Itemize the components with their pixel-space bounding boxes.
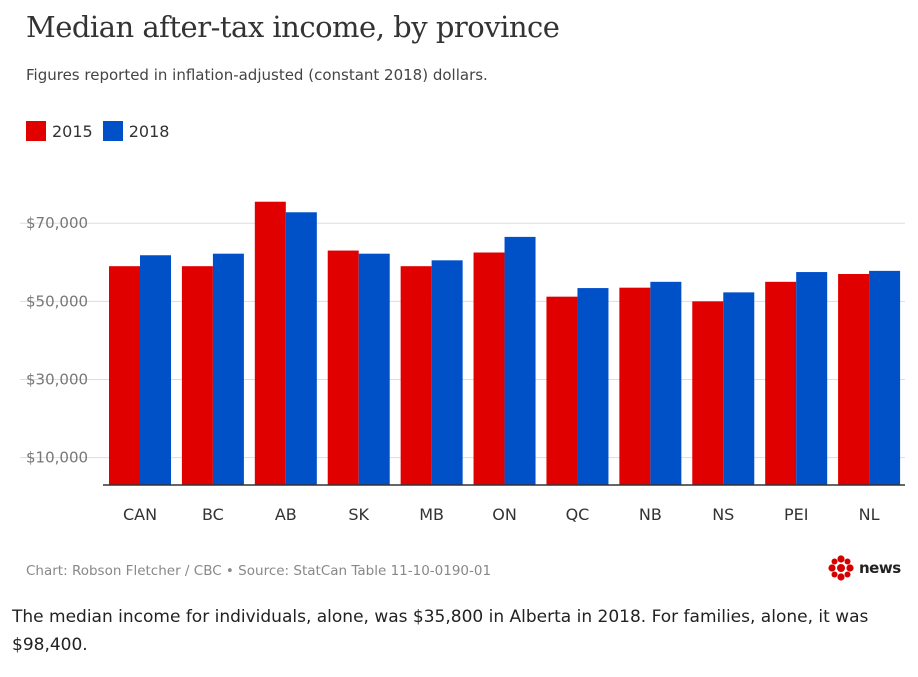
x-tick-label: NS <box>712 505 734 524</box>
y-tick-label: $70,000 <box>26 214 88 232</box>
x-tick-label: QC <box>566 505 590 524</box>
bar-pei-2018 <box>796 272 828 485</box>
bar-qc-2015 <box>546 296 578 485</box>
article-caption: The median income for individuals, alone… <box>12 607 869 655</box>
x-tick-label: PEI <box>784 505 808 524</box>
cbc-news-logo: news <box>826 555 901 581</box>
bar-chart: $10,000 $30,000 $50,000 $70,000 CAN BC AB SK MB O… <box>20 201 905 524</box>
bar-bc-2015 <box>181 266 213 485</box>
bar-mb-2018 <box>431 260 463 485</box>
bar-sk-2018 <box>358 253 390 485</box>
bar-qc-2018 <box>577 288 609 485</box>
bar-nb-2018 <box>650 281 682 485</box>
bar-ab-2018 <box>285 212 317 485</box>
legend-swatch-2018 <box>102 121 123 141</box>
logo-text: news <box>859 559 901 577</box>
bar-nb-2015 <box>619 287 651 485</box>
bar-ab-2015 <box>254 201 286 485</box>
x-tick-label: ON <box>492 505 517 524</box>
bar-sk-2015 <box>327 250 359 485</box>
bar-can-2018 <box>140 255 171 485</box>
bar-ns-2015 <box>692 301 724 485</box>
legend-item-2015: 2015 <box>26 121 93 141</box>
legend-label-2018: 2018 <box>128 121 170 141</box>
chart-subtitle: Figures reported in inflation-adjusted (… <box>26 66 488 84</box>
chart-source: Chart: Robson Fletcher / CBC • Source: S… <box>26 563 492 579</box>
bar-ns-2018 <box>723 292 755 485</box>
chart-title: Median after-tax income, by province <box>26 10 560 44</box>
x-tick-label: BC <box>202 505 224 524</box>
bar-nl-2015 <box>838 274 870 485</box>
chart-card: Median after-tax income, by province Fig… <box>20 10 905 581</box>
bar-pei-2015 <box>765 281 797 485</box>
y-tick-label: $30,000 <box>26 371 88 389</box>
x-tick-label: MB <box>419 505 444 524</box>
x-tick-label: NL <box>859 505 880 524</box>
bar-on-2018 <box>504 236 536 485</box>
cbc-gem-icon <box>828 555 854 581</box>
bar-can-2015 <box>109 266 140 485</box>
legend: 2015 2018 <box>26 121 179 141</box>
y-tick-label: $50,000 <box>26 292 88 310</box>
legend-swatch-2015 <box>26 121 46 141</box>
legend-item-2018: 2018 <box>102 121 170 141</box>
x-tick-label: AB <box>275 505 297 524</box>
x-tick-label: CAN <box>123 505 157 524</box>
x-tick-label: NB <box>639 505 662 524</box>
y-tick-label: $10,000 <box>26 449 88 467</box>
bar-nl-2018 <box>869 270 901 485</box>
bar-mb-2015 <box>400 266 432 485</box>
legend-label-2015: 2015 <box>52 121 93 141</box>
x-tick-label: SK <box>348 505 369 524</box>
bar-bc-2018 <box>212 253 244 485</box>
bar-on-2015 <box>473 252 505 485</box>
